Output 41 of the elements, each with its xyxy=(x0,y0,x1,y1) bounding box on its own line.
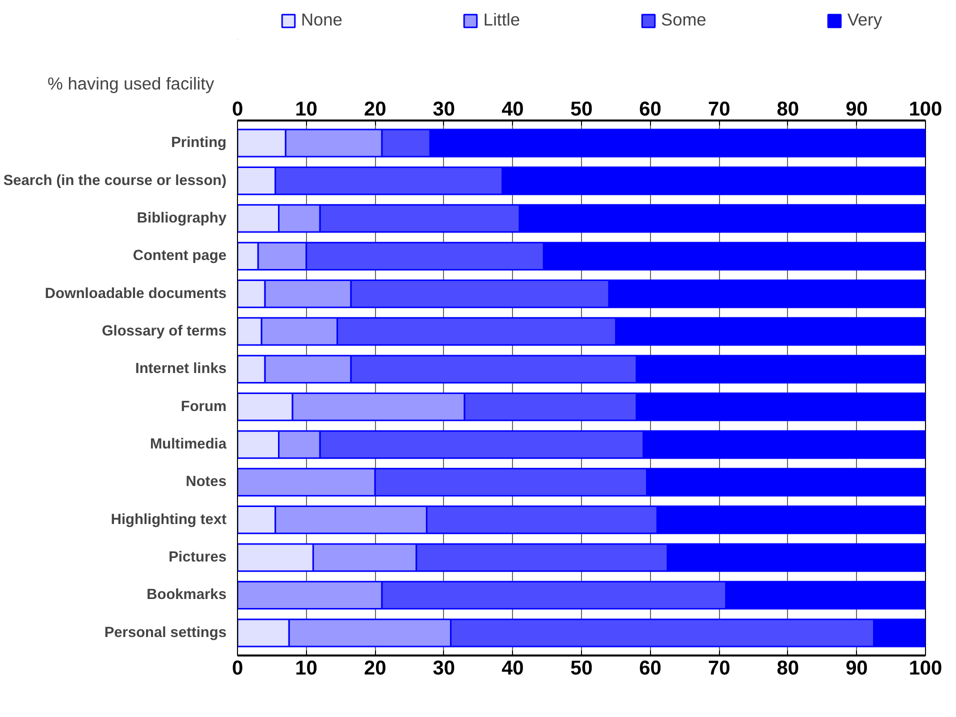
legend-label: Very xyxy=(847,10,882,30)
y-tick-label: Glossary of terms xyxy=(102,323,227,340)
y-tick-label: Multimedia xyxy=(150,436,228,453)
y-tick-label: Highlighting text xyxy=(110,512,227,528)
x2-tick-label: 100 xyxy=(908,658,942,680)
y-tick-label: Pictures xyxy=(168,550,227,566)
y-tick-label: Downloadable documents xyxy=(44,286,226,302)
x2-tick-label: 50 xyxy=(570,658,593,680)
x2-tick-label: 0 xyxy=(232,658,244,680)
legend-label: Some xyxy=(661,10,706,30)
legend-label: Little xyxy=(483,10,520,30)
y-tick-label: Printing xyxy=(171,135,227,152)
x-tick-label: 10 xyxy=(295,98,318,120)
x2-tick-label: 70 xyxy=(708,658,730,680)
legend-label: None xyxy=(300,10,342,30)
x-tick-label: 80 xyxy=(776,98,800,120)
y-tick-label: Bookmarks xyxy=(146,587,227,604)
y-tick-label: Personal settings xyxy=(104,624,227,641)
x2-tick-label: 20 xyxy=(364,658,386,680)
x-tick-label: 20 xyxy=(364,98,386,120)
y-tick-label: Internet links xyxy=(135,361,227,378)
y-tick-label: Notes xyxy=(186,474,227,490)
y-tick-label: Forum xyxy=(180,398,226,415)
y-tick-label: Bibliography xyxy=(136,210,228,226)
x2-tick-label: 40 xyxy=(502,658,524,680)
x2-tick-label: 10 xyxy=(295,658,318,680)
x2-tick-label: 60 xyxy=(639,658,662,680)
x-tick-label: 0 xyxy=(232,98,244,120)
x2-tick-label: 80 xyxy=(776,658,800,680)
x-tick-label: 70 xyxy=(708,98,730,120)
x2-tick-label: 30 xyxy=(432,658,456,680)
x-tick-label: 60 xyxy=(639,98,662,120)
y-tick-label: Content page xyxy=(132,248,227,264)
x2-tick-label: 90 xyxy=(846,658,868,680)
x-tick-label: 40 xyxy=(502,98,524,120)
x-tick-label: 30 xyxy=(432,98,456,120)
chart-subtitle: % having used facility xyxy=(48,74,214,94)
x-tick-label: 50 xyxy=(570,98,593,120)
y-tick-label: Search (in the course or lesson) xyxy=(3,172,227,189)
x-tick-label: 100 xyxy=(908,98,942,120)
x-tick-label: 90 xyxy=(846,98,868,120)
